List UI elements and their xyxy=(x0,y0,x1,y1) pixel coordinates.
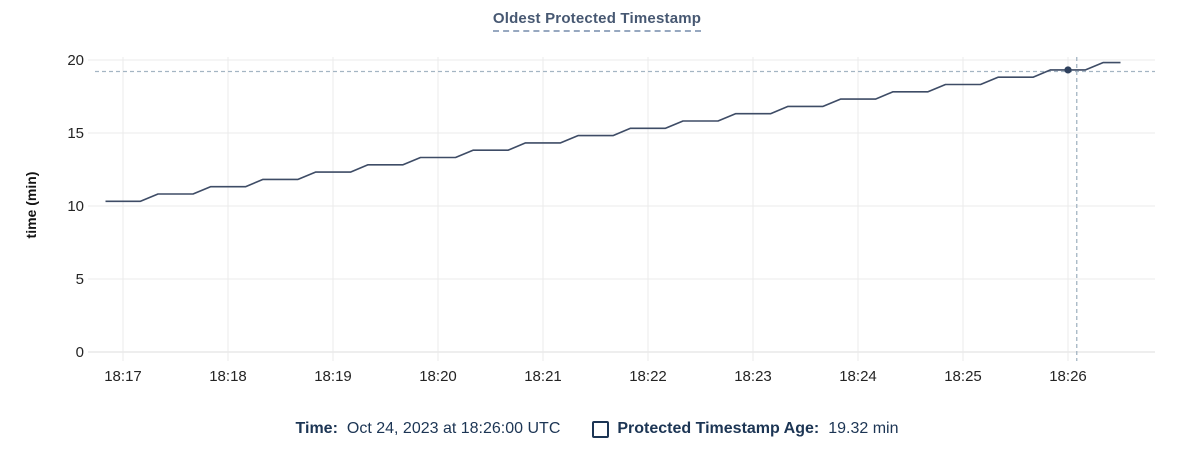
series-line xyxy=(105,61,1121,203)
x-tick-label: 18:23 xyxy=(734,368,772,385)
y-tick-label: 20 xyxy=(67,52,84,69)
hover-time-group: Time: Oct 24, 2023 at 18:26:00 UTC xyxy=(296,420,561,438)
chart-title[interactable]: Oldest Protected Timestamp xyxy=(492,10,702,32)
hover-time-value: Oct 24, 2023 at 18:26:00 UTC xyxy=(346,420,561,437)
series-checkbox-icon[interactable] xyxy=(592,420,610,438)
series-legend-item[interactable]: Protected Timestamp Age: 19.32 min xyxy=(592,420,898,438)
series-value: 19.32 min xyxy=(828,420,899,437)
hover-legend: Time: Oct 24, 2023 at 18:26:00 UTC Prote… xyxy=(0,420,1194,438)
x-tick-label: 18:20 xyxy=(419,368,457,385)
x-tick-label: 18:19 xyxy=(314,368,352,385)
x-tick-label: 18:24 xyxy=(839,368,877,385)
x-tick-label: 18:26 xyxy=(1049,368,1087,385)
x-tick-label: 18:25 xyxy=(944,368,982,385)
series-label: Protected Timestamp Age: xyxy=(617,420,820,437)
x-tick-label: 18:17 xyxy=(104,368,142,385)
hover-point-marker xyxy=(1064,66,1072,74)
y-tick-label: 0 xyxy=(76,344,84,361)
y-tick-label: 10 xyxy=(67,198,84,215)
hover-time-label: Time: xyxy=(295,420,338,437)
x-tick-label: 18:18 xyxy=(209,368,247,385)
y-tick-label: 5 xyxy=(76,271,84,288)
chart-title-row: Oldest Protected Timestamp xyxy=(0,10,1194,32)
x-tick-label: 18:21 xyxy=(524,368,562,385)
y-tick-label: 15 xyxy=(67,125,84,142)
x-tick-label: 18:22 xyxy=(629,368,667,385)
